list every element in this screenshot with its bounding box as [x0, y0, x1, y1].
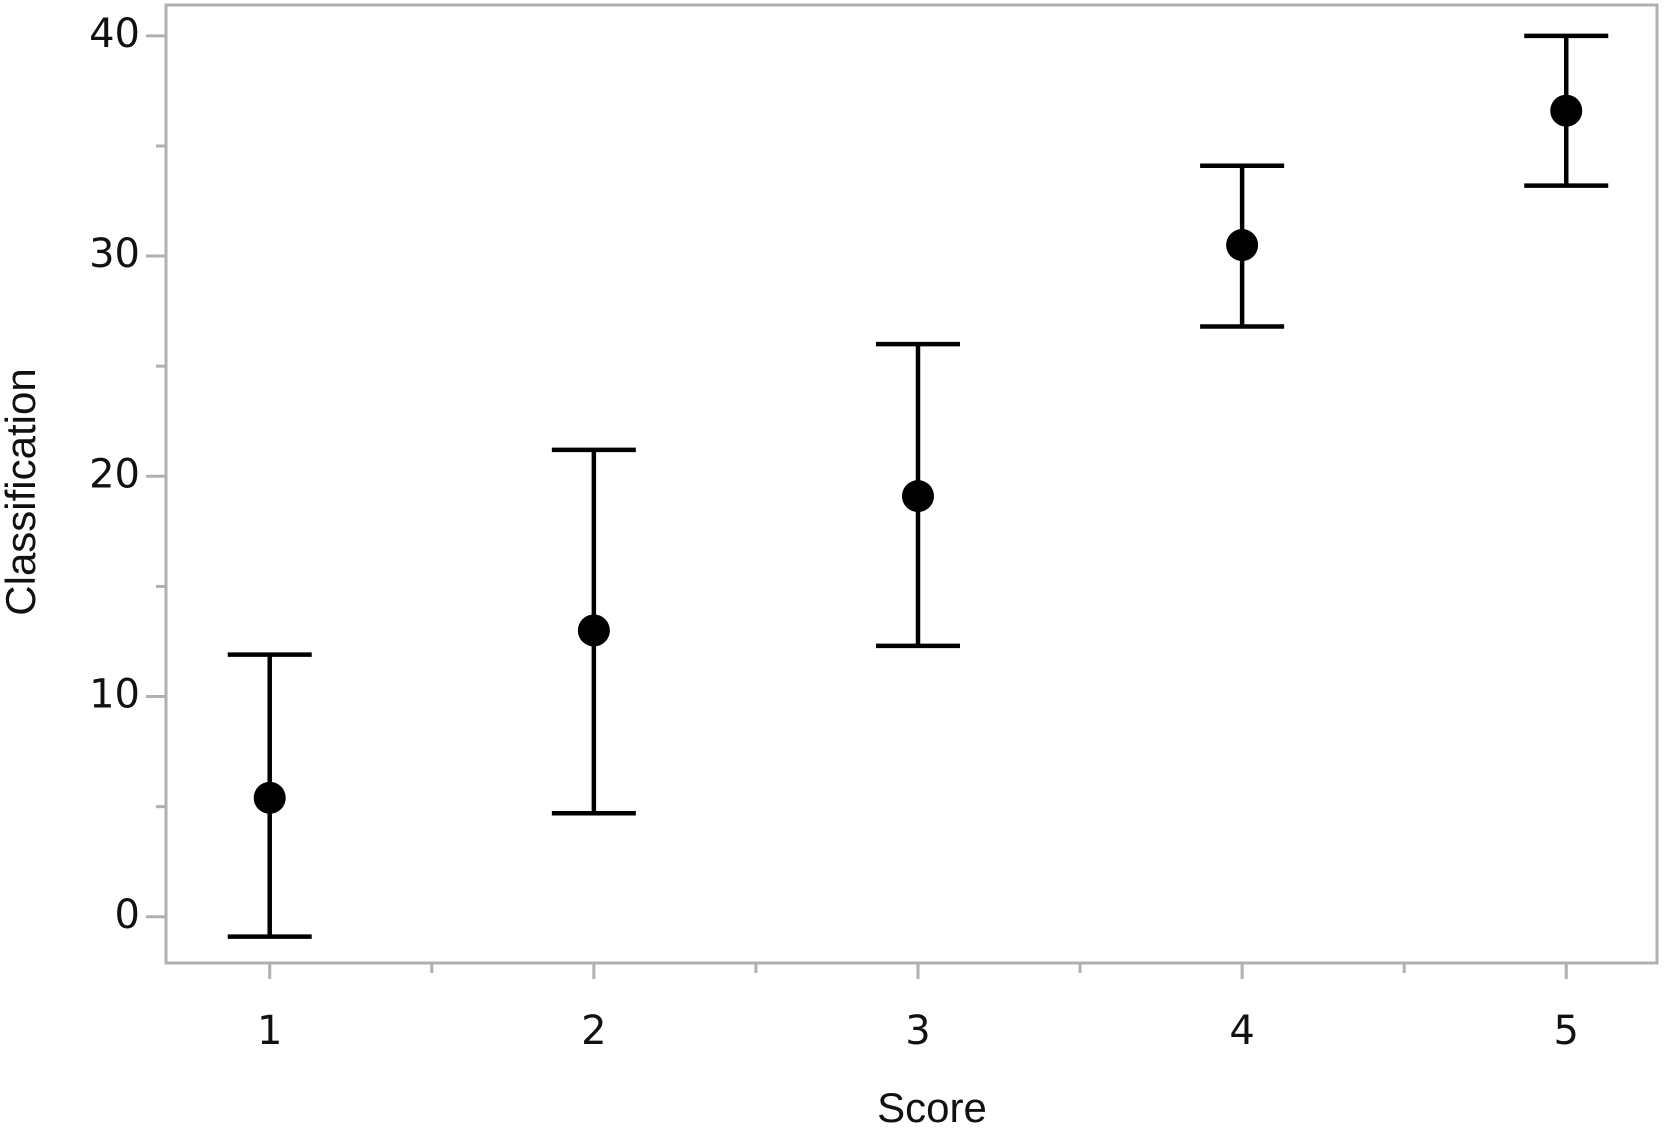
y-tick-label: 10: [89, 672, 140, 718]
x-tick-label: 2: [581, 1008, 606, 1054]
x-axis-title: Score: [877, 1084, 987, 1131]
y-tick-label: 0: [115, 892, 140, 938]
y-tick-label: 40: [89, 11, 140, 57]
x-tick-label: 5: [1554, 1008, 1579, 1054]
point: [1226, 229, 1259, 262]
y-tick-label: 20: [89, 451, 140, 497]
point: [1550, 94, 1583, 127]
plot-frame: [164, 3, 1659, 965]
point: [253, 781, 286, 814]
y-axis-title: Classification: [0, 368, 44, 615]
x-tick-label: 1: [257, 1008, 282, 1054]
point: [901, 480, 934, 513]
x-tick-label: 4: [1229, 1008, 1254, 1054]
y-tick-label: 30: [89, 231, 140, 277]
point: [577, 614, 610, 647]
x-tick-label: 3: [905, 1008, 930, 1054]
